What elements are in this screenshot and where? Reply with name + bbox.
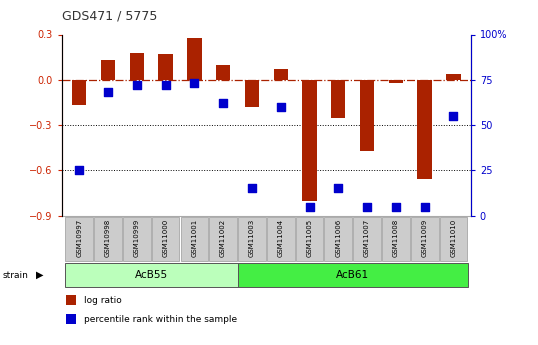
- Bar: [66, 295, 76, 305]
- Text: GSM10997: GSM10997: [76, 218, 82, 257]
- Text: GSM11000: GSM11000: [162, 218, 168, 257]
- FancyBboxPatch shape: [267, 217, 294, 261]
- Point: [75, 168, 83, 173]
- Bar: [130, 52, 144, 80]
- Point: [305, 204, 314, 209]
- Text: GSM11002: GSM11002: [220, 218, 226, 257]
- Point: [104, 90, 112, 95]
- Text: GSM11008: GSM11008: [393, 218, 399, 257]
- Text: percentile rank within the sample: percentile rank within the sample: [84, 315, 237, 324]
- FancyBboxPatch shape: [238, 217, 266, 261]
- Point: [420, 204, 429, 209]
- Bar: [302, 80, 317, 200]
- Bar: [187, 38, 202, 80]
- Text: GSM11005: GSM11005: [307, 218, 313, 257]
- Text: GSM11009: GSM11009: [422, 218, 428, 257]
- Text: log ratio: log ratio: [84, 296, 122, 305]
- Bar: [72, 80, 86, 106]
- Point: [161, 82, 170, 88]
- Bar: [447, 74, 461, 80]
- Text: strain: strain: [3, 270, 29, 280]
- Bar: [388, 80, 403, 83]
- Point: [363, 204, 371, 209]
- Point: [247, 186, 256, 191]
- FancyBboxPatch shape: [296, 217, 323, 261]
- Bar: [273, 69, 288, 80]
- Bar: [101, 60, 115, 80]
- FancyBboxPatch shape: [65, 264, 237, 287]
- Text: AcB55: AcB55: [134, 270, 168, 280]
- FancyBboxPatch shape: [237, 264, 468, 287]
- Bar: [331, 80, 345, 118]
- Text: GSM11007: GSM11007: [364, 218, 370, 257]
- Text: GSM11001: GSM11001: [192, 218, 197, 257]
- Point: [334, 186, 343, 191]
- Text: GSM11004: GSM11004: [278, 218, 284, 257]
- FancyBboxPatch shape: [382, 217, 410, 261]
- FancyBboxPatch shape: [123, 217, 151, 261]
- Text: GSM10999: GSM10999: [134, 218, 140, 257]
- Point: [449, 113, 458, 119]
- FancyBboxPatch shape: [181, 217, 208, 261]
- Text: GSM11006: GSM11006: [335, 218, 341, 257]
- Bar: [158, 54, 173, 80]
- Text: GSM11003: GSM11003: [249, 218, 255, 257]
- Point: [392, 204, 400, 209]
- Point: [219, 101, 228, 106]
- Bar: [360, 80, 374, 151]
- Bar: [245, 80, 259, 107]
- Bar: [216, 65, 230, 80]
- FancyBboxPatch shape: [324, 217, 352, 261]
- Text: ▶: ▶: [36, 270, 43, 280]
- Text: GSM11010: GSM11010: [450, 218, 456, 257]
- Point: [190, 81, 199, 86]
- FancyBboxPatch shape: [152, 217, 179, 261]
- FancyBboxPatch shape: [353, 217, 381, 261]
- Point: [132, 82, 141, 88]
- FancyBboxPatch shape: [440, 217, 468, 261]
- Text: AcB61: AcB61: [336, 270, 369, 280]
- Bar: [66, 314, 76, 324]
- Text: GSM10998: GSM10998: [105, 218, 111, 257]
- FancyBboxPatch shape: [209, 217, 237, 261]
- FancyBboxPatch shape: [94, 217, 122, 261]
- FancyBboxPatch shape: [411, 217, 438, 261]
- Bar: [417, 80, 432, 179]
- FancyBboxPatch shape: [65, 217, 93, 261]
- Point: [277, 104, 285, 110]
- Text: GDS471 / 5775: GDS471 / 5775: [62, 9, 157, 22]
